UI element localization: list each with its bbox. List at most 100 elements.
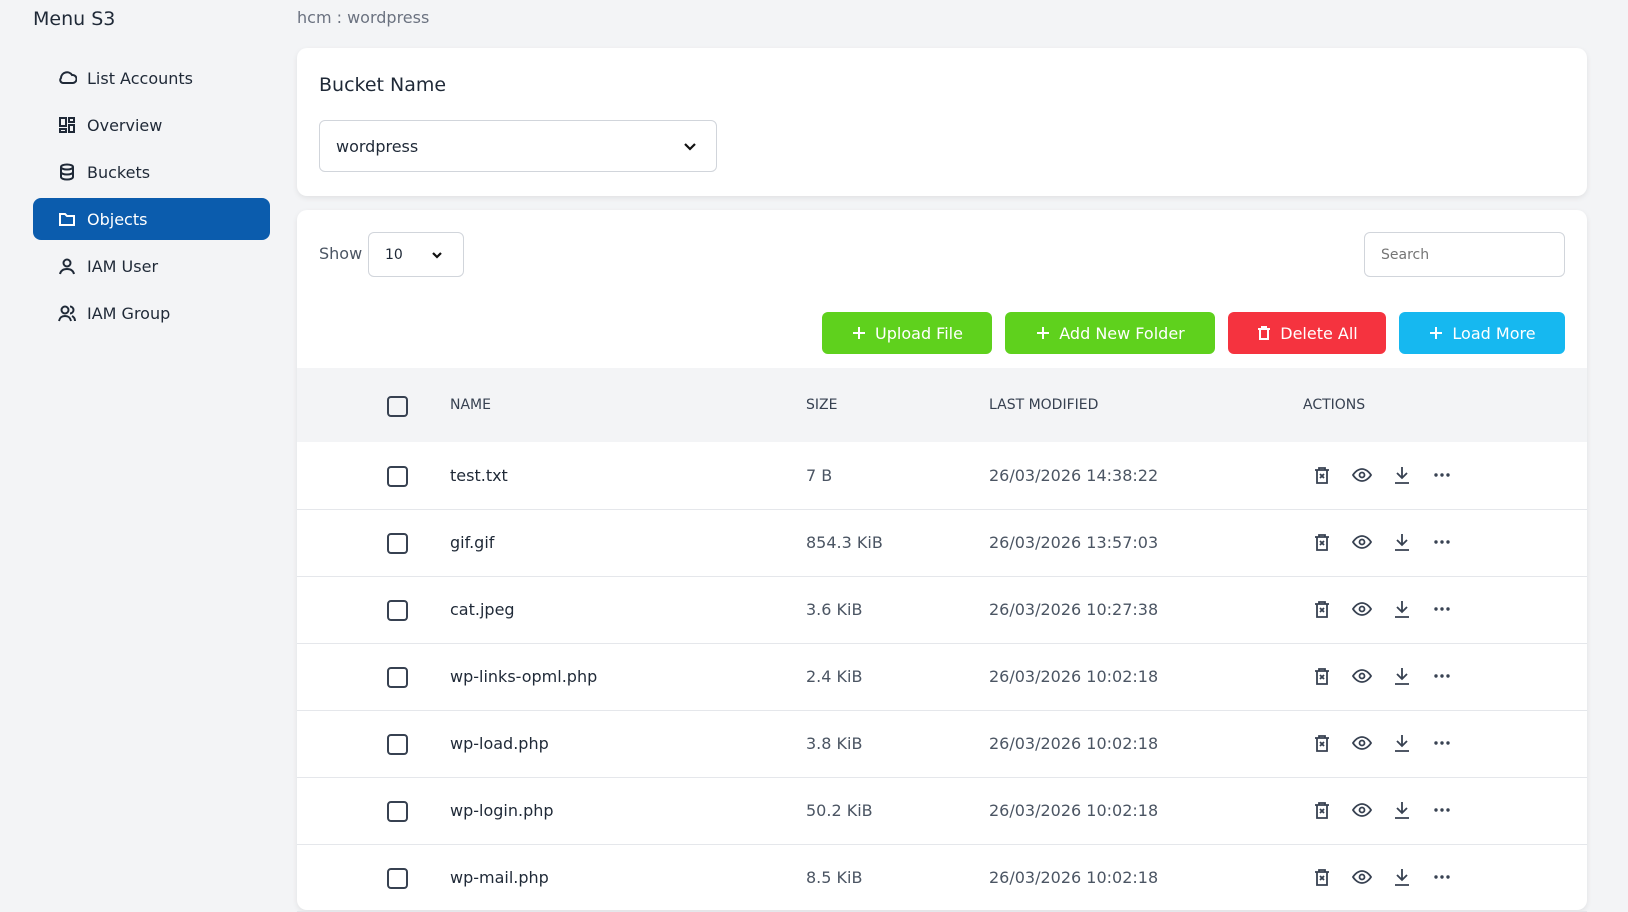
label: ACTIONS <box>1303 397 1366 413</box>
view-icon[interactable] <box>1351 531 1373 553</box>
show-label: Show <box>319 244 363 263</box>
sidebar-title: Menu S3 <box>33 8 116 30</box>
nav-item[interactable]: IAM Group <box>33 292 270 334</box>
more-icon[interactable] <box>1431 464 1453 486</box>
table-row: cat.jpeg 3.6 KiB 26/03/2026 10:27:38 <box>297 576 1587 644</box>
label: 854.3 KiB <box>806 533 883 552</box>
download-icon[interactable] <box>1391 799 1413 821</box>
checkbox[interactable] <box>387 868 408 889</box>
nav-item[interactable]: IAM User <box>33 245 270 287</box>
table-row: wp-load.php 3.8 KiB 26/03/2026 10:02:18 <box>297 710 1587 778</box>
table-row: test.txt 7 B 26/03/2026 14:38:22 <box>297 442 1587 510</box>
label: Add New Folder <box>1059 323 1185 343</box>
delete-icon[interactable] <box>1311 598 1333 620</box>
label: wp-load.php <box>450 734 549 753</box>
nav-item[interactable]: List Accounts <box>33 57 270 99</box>
delete-icon[interactable] <box>1311 732 1333 754</box>
checkbox[interactable] <box>387 801 408 822</box>
label: 26/03/2026 10:02:18 <box>989 868 1159 887</box>
download-icon[interactable] <box>1391 866 1413 888</box>
label: wp-mail.php <box>450 868 549 887</box>
label: cat.jpeg <box>450 600 515 619</box>
view-icon[interactable] <box>1351 799 1373 821</box>
label: 26/03/2026 10:02:18 <box>989 667 1159 686</box>
delete-icon[interactable] <box>1311 799 1333 821</box>
label: Buckets <box>87 162 151 182</box>
view-icon[interactable] <box>1351 598 1373 620</box>
delete-icon[interactable] <box>1311 531 1333 553</box>
checkbox[interactable] <box>387 533 408 554</box>
label: Delete All <box>1280 323 1358 343</box>
more-icon[interactable] <box>1431 732 1453 754</box>
label: Overview <box>87 115 163 135</box>
more-icon[interactable] <box>1431 531 1453 553</box>
label: wp-login.php <box>450 801 554 820</box>
view-icon[interactable] <box>1351 866 1373 888</box>
label: test.txt <box>450 466 508 485</box>
checkbox[interactable] <box>387 396 408 417</box>
bucket-card: Bucket Name wordpress <box>297 48 1587 196</box>
label: wp-links-opml.php <box>450 667 598 686</box>
bucket-label: Bucket Name <box>319 74 447 96</box>
label: 8.5 KiB <box>806 868 863 887</box>
download-icon[interactable] <box>1391 732 1413 754</box>
delete-icon[interactable] <box>1311 866 1333 888</box>
more-icon[interactable] <box>1431 799 1453 821</box>
view-icon[interactable] <box>1351 665 1373 687</box>
checkbox[interactable] <box>387 466 408 487</box>
label: Upload File <box>875 323 963 343</box>
label: IAM User <box>87 256 159 276</box>
more-icon[interactable] <box>1431 665 1453 687</box>
page-size-select[interactable]: 10 <box>368 232 464 277</box>
label: 26/03/2026 14:38:22 <box>989 466 1159 485</box>
breadcrumb: hcm : wordpress <box>297 8 430 27</box>
search-input[interactable] <box>1364 232 1565 277</box>
label: 2.4 KiB <box>806 667 863 686</box>
label: 26/03/2026 10:02:18 <box>989 734 1159 753</box>
table-row: wp-links-opml.php 2.4 KiB 26/03/2026 10:02… <box>297 643 1587 711</box>
download-icon[interactable] <box>1391 598 1413 620</box>
label: gif.gif <box>450 533 495 552</box>
more-icon[interactable] <box>1431 598 1453 620</box>
label: 7 B <box>806 466 833 485</box>
view-icon[interactable] <box>1351 732 1373 754</box>
label: Load More <box>1452 323 1536 343</box>
delete-icon[interactable] <box>1311 464 1333 486</box>
label: List Accounts <box>87 68 193 88</box>
more-icon[interactable] <box>1431 866 1453 888</box>
label: 3.6 KiB <box>806 600 863 619</box>
checkbox[interactable] <box>387 734 408 755</box>
label: 26/03/2026 10:27:38 <box>989 600 1159 619</box>
table-row: gif.gif 854.3 KiB 26/03/2026 13:57:03 <box>297 509 1587 577</box>
action-button[interactable]: Delete All <box>1228 312 1386 354</box>
checkbox[interactable] <box>387 667 408 688</box>
label: Objects <box>87 209 148 229</box>
action-button[interactable]: Load More <box>1399 312 1565 354</box>
checkbox[interactable] <box>387 600 408 621</box>
download-icon[interactable] <box>1391 531 1413 553</box>
download-icon[interactable] <box>1391 464 1413 486</box>
label: IAM Group <box>87 303 171 323</box>
action-button[interactable]: Upload File <box>822 312 992 354</box>
action-button[interactable]: Add New Folder <box>1005 312 1215 354</box>
label: 3.8 KiB <box>806 734 863 753</box>
objects-card: Show 10 Upload File Add New Folder Delete … <box>297 210 1587 912</box>
bucket-select[interactable]: wordpress <box>319 120 717 172</box>
delete-icon[interactable] <box>1311 665 1333 687</box>
table-row: wp-login.php 50.2 KiB 26/03/2026 10:02:18 <box>297 777 1587 845</box>
nav-item[interactable]: Objects <box>33 198 270 240</box>
label: NAME <box>450 397 491 413</box>
nav-item[interactable]: Buckets <box>33 151 270 193</box>
label: 26/03/2026 13:57:03 <box>989 533 1159 552</box>
nav-item[interactable]: Overview <box>33 104 270 146</box>
label: LAST MODIFIED <box>989 397 1099 413</box>
table-header: NAME SIZE LAST MODIFIED ACTIONS <box>297 368 1587 442</box>
page-size: 10 <box>385 246 403 263</box>
view-icon[interactable] <box>1351 464 1373 486</box>
label: SIZE <box>806 397 838 413</box>
download-icon[interactable] <box>1391 665 1413 687</box>
bucket-value: wordpress <box>336 136 419 156</box>
label: 50.2 KiB <box>806 801 873 820</box>
table-row: wp-mail.php 8.5 KiB 26/03/2026 10:02:18 <box>297 844 1587 912</box>
page: Menu S3 List Accounts Overview Buckets Obje… <box>33 8 1587 912</box>
